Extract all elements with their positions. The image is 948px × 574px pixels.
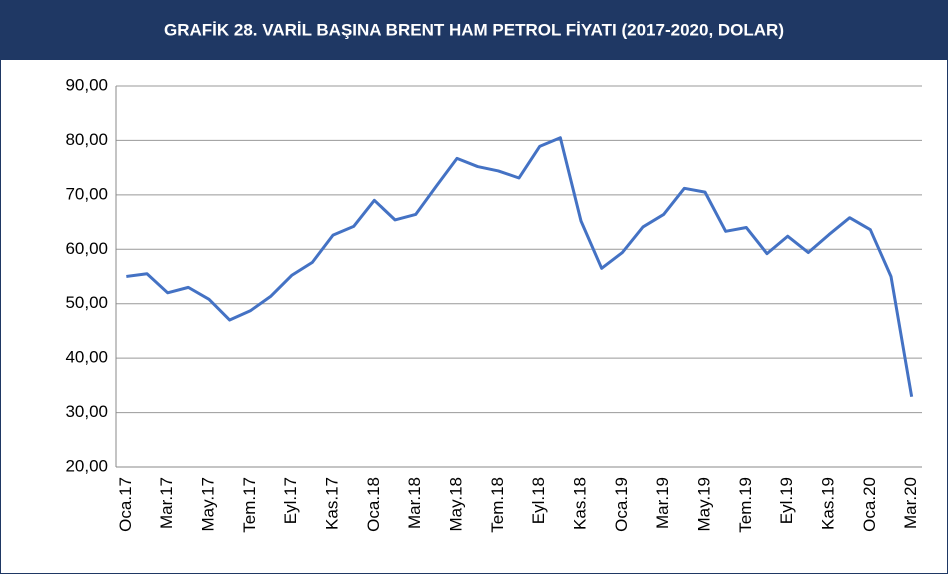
x-tick-label: Tem.18 (488, 477, 507, 533)
x-tick-label: Eyl.19 (777, 477, 796, 524)
header (0, 0, 948, 60)
x-tick-label: Tem.19 (736, 477, 755, 533)
x-tick-label: May.17 (198, 477, 217, 532)
x-tick-label: Eyl.18 (529, 477, 548, 524)
x-tick-label: Mar.19 (653, 477, 672, 529)
x-tick-label: Kas.19 (818, 477, 837, 530)
x-tick-label: May.19 (694, 477, 713, 532)
x-tick-label: Mar.17 (157, 477, 176, 529)
x-tick-label: Oca.20 (860, 477, 879, 532)
series-line (126, 136, 914, 398)
y-tick-label: 40,00 (65, 348, 108, 367)
x-tick-label: May.18 (446, 477, 465, 532)
x-tick-label: Mar.18 (405, 477, 424, 529)
x-tick-label: Oca.18 (364, 477, 383, 532)
y-tick-label: 50,00 (65, 293, 108, 312)
x-tick-label: Tem.17 (240, 477, 259, 533)
y-tick-label: 80,00 (65, 130, 108, 149)
x-tick-label: Oca.17 (116, 477, 135, 532)
x-tick-label: Eyl.17 (281, 477, 300, 524)
y-tick-label: 90,00 (65, 75, 108, 94)
x-tick-label: Mar.20 (901, 477, 920, 529)
y-tick-label: 60,00 (65, 239, 108, 258)
x-tick-label: Oca.19 (612, 477, 631, 532)
x-tick-label: Kas.18 (570, 477, 589, 530)
chart-title: GRAFİK 28. VARİL BAŞINA BRENT HAM PETROL… (164, 20, 784, 39)
y-tick-label: 20,00 (65, 456, 108, 475)
y-tick-label: 70,00 (65, 184, 108, 203)
y-tick-label: 30,00 (65, 402, 108, 421)
x-tick-label: Kas.17 (322, 477, 341, 530)
